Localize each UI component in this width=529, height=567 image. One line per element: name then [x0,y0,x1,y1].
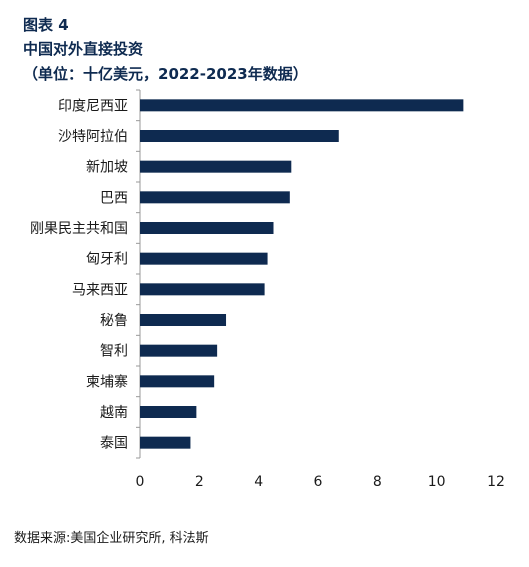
x-tick-label: 12 [487,474,505,490]
category-label: 越南 [100,405,128,421]
category-label: 沙特阿拉伯 [58,129,128,145]
bar [140,436,191,449]
category-label: 刚果民主共和国 [30,221,128,237]
category-label: 泰国 [100,436,128,452]
bar [140,406,197,418]
bar [140,375,215,388]
x-tick-label: 2 [195,474,204,490]
category-label: 新加坡 [86,160,128,176]
category-label: 柬埔寨 [86,373,128,390]
category-label: 印度尼西亚 [58,98,128,114]
bar [140,344,218,357]
chart-subtitle: （单位：十亿美元，2022-2023年数据） [23,65,308,83]
bar [140,252,268,265]
category-label: 马来西亚 [72,282,128,298]
category-label: 巴西 [100,190,128,206]
bar [140,99,464,112]
bar [140,314,227,326]
category-label: 秘鲁 [100,313,128,329]
figure-label: 图表 4 [23,16,69,34]
x-tick-label: 4 [254,474,263,490]
x-tick-label: 0 [136,474,145,490]
category-label: 匈牙利 [86,252,128,268]
bar [140,160,292,173]
bar [140,130,339,142]
chart-title: 中国对外直接投资 [23,40,144,58]
x-tick-label: 10 [428,474,446,490]
x-tick-label: 6 [314,474,323,490]
bar [140,191,290,204]
bar [140,222,274,234]
x-tick-label: 8 [373,474,382,490]
bar [140,283,265,296]
category-label: 智利 [100,344,128,360]
source-note: 数据来源:美国企业研究所, 科法斯 [14,531,209,546]
